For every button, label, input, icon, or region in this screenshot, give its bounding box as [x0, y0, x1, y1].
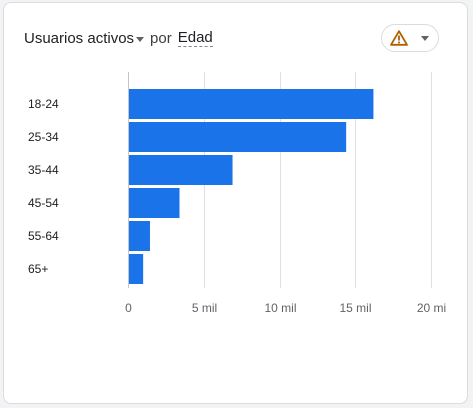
bar-25-34 — [128, 122, 347, 152]
x-tick-label: 0 — [125, 301, 132, 315]
x-tick-label: 5 mil — [192, 301, 217, 315]
x-tick-label: 15 mil — [339, 301, 371, 315]
category-label: 55-64 — [28, 229, 59, 243]
chevron-down-icon[interactable] — [136, 36, 145, 42]
category-label: 35-44 — [28, 163, 59, 177]
bar-35-44 — [128, 155, 233, 185]
bar-18-24 — [128, 89, 374, 119]
category-label: 25-34 — [28, 130, 59, 144]
data-quality-button[interactable] — [381, 24, 439, 52]
warning-triangle-icon — [390, 30, 408, 46]
bar-55-64 — [128, 221, 150, 251]
category-label: 45-54 — [28, 196, 59, 210]
category-label: 18-24 — [28, 97, 59, 111]
dimension-selector[interactable]: Edad — [177, 28, 213, 47]
chart-card — [3, 2, 468, 404]
bar-45-54 — [128, 188, 180, 218]
x-tick-label: 20 mi — [417, 301, 446, 315]
bar-65+ — [128, 254, 144, 284]
header-connector: por — [150, 29, 172, 47]
metric-selector[interactable]: Usuarios activos — [24, 29, 135, 47]
category-label: 65+ — [28, 262, 48, 276]
card-header: Usuarios activos por Edad — [24, 26, 213, 50]
x-tick-label: 10 mil — [264, 301, 296, 315]
chevron-down-icon — [421, 35, 429, 41]
